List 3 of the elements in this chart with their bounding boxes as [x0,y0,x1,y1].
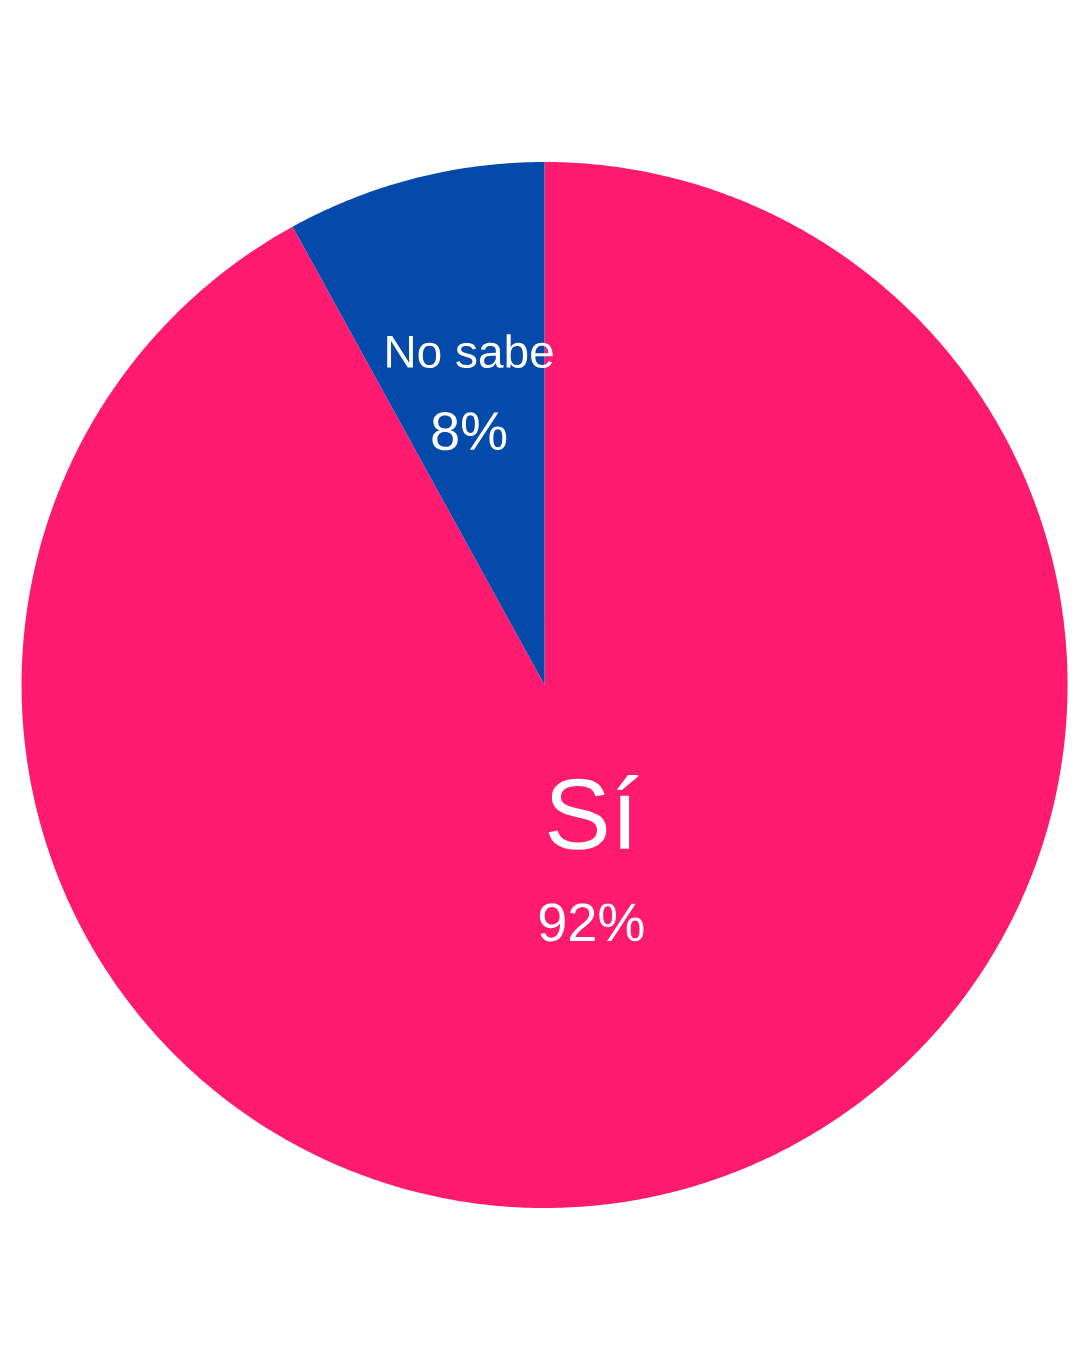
data-label: 8% [432,412,507,451]
slice-label: Sí [548,775,639,850]
data-label: 92% [540,903,644,942]
